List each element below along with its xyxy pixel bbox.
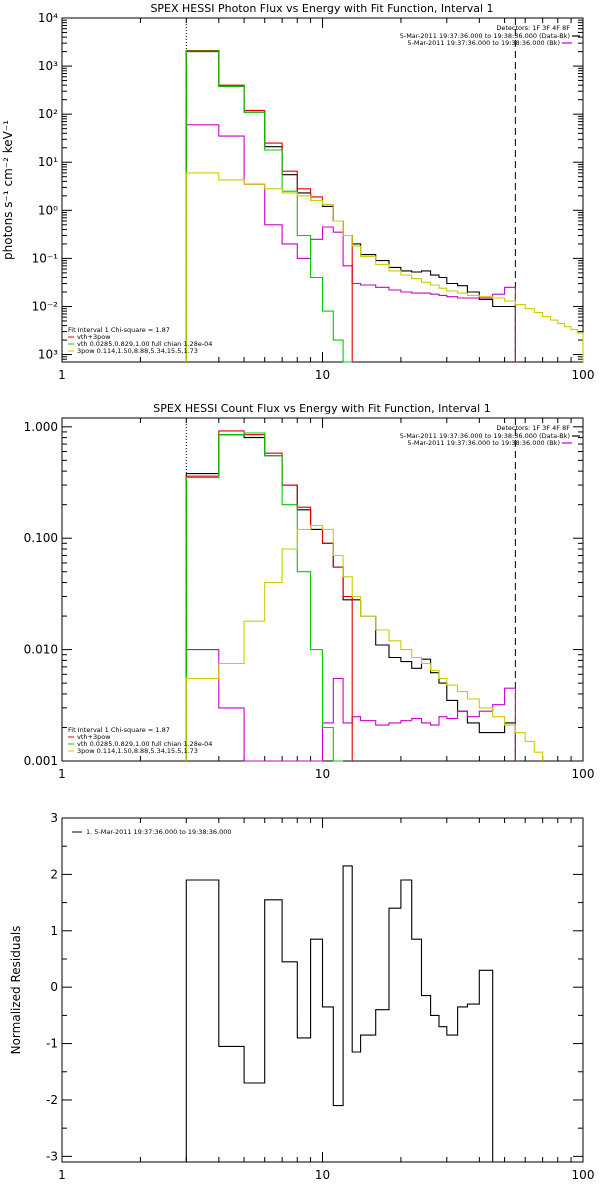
photon-series-0-line	[185, 51, 516, 362]
count-x-tick-label: 100	[572, 767, 595, 781]
count-y-tick-label: 1.000	[24, 420, 58, 434]
photon-y-tick-label: 10⁻¹	[32, 251, 59, 265]
residuals-series	[185, 865, 494, 1162]
count-x-tick-label: 10	[315, 767, 330, 781]
count-legend-bottom: Fit Interval 1 Chi-square = 1.87 vth+3po…	[68, 726, 212, 755]
count-legend-vth: vth 0.0285,0.829,1.00 full chian 1.28e-0…	[77, 740, 212, 748]
photon-x-tick-label: 100	[572, 368, 595, 382]
count-series-0-line	[185, 434, 516, 761]
photon-x-tick-label: 1	[58, 368, 66, 382]
photon-legend-fit: Fit Interval 1 Chi-square = 1.87	[68, 326, 170, 334]
count-flux-panel: SPEX HESSI Count Flux vs Energy with Fit…	[24, 402, 595, 781]
residuals-y-tick-label: 0	[50, 980, 58, 994]
residuals-legend-label: 1. 5-Mar-2011 19:37:36.000 to 19:38:36.0…	[86, 828, 232, 836]
count-legend-top: Detectors: 1F 3F 4F 8F 5-Mar-2011 19:37:…	[400, 424, 580, 447]
photon-y-tick-label: 10⁰	[38, 203, 58, 217]
count-legend-3pow: 3pow 0.114,1.50,8.88,5.34,15.5,1.73	[77, 747, 198, 755]
photon-legend-detectors: Detectors: 1F 3F 4F 8F	[496, 24, 570, 32]
photon-series-3-line	[185, 50, 353, 363]
residuals-y-axis-label: Normalized Residuals	[9, 926, 23, 1055]
photon-y-tick-label: 10³	[38, 59, 58, 73]
photon-legend-bk: 5-Mar-2011 19:37:36.000 to 19:38:36.000 …	[407, 39, 560, 47]
count-series-1-line	[185, 649, 516, 762]
photon-y-axis-label: photons s⁻¹ cm⁻² keV⁻¹	[1, 120, 15, 260]
photon-legend-vth: vth 0.0285,0.829,1.00 full chian 1.28e-0…	[77, 340, 212, 348]
photon-y-tick-label: 10⁻²	[32, 299, 59, 313]
photon-legend-bottom: Fit Interval 1 Chi-square = 1.87 vth+3po…	[68, 326, 212, 355]
residuals-series-0-line	[185, 865, 494, 1162]
photon-y-tick-label: 10⁴	[38, 11, 58, 25]
count-legend-fit: Fit Interval 1 Chi-square = 1.87	[68, 726, 170, 734]
photon-x-tick-label: 10	[315, 368, 330, 382]
count-series-4-line	[185, 524, 544, 761]
residuals-y-tick-label: -3	[46, 1149, 58, 1163]
photon-panel-title: SPEX HESSI Photon Flux vs Energy with Fi…	[150, 2, 493, 15]
photon-y-tick-label: 10³	[38, 348, 58, 362]
count-legend-detectors: Detectors: 1F 3F 4F 8F	[496, 424, 570, 432]
photon-legend-3pow: 3pow 0.114,1.50,8.88,5.34,15.5,1.73	[77, 347, 198, 355]
count-series-3-line	[185, 432, 344, 762]
photon-legend-data-bk: 5-Mar-2011 19:37:36.000 to 19:38:36.000 …	[400, 32, 570, 40]
count-axes: 1 10 100 0.001 0.010 0.100 1.000	[24, 418, 595, 781]
count-y-tick-label: 0.001	[24, 754, 58, 768]
photon-legend-vth3pow: vth+3pow	[77, 333, 111, 341]
photon-series-4-line	[185, 172, 584, 362]
photon-flux-panel: SPEX HESSI Photon Flux vs Energy with Fi…	[1, 2, 594, 382]
residuals-y-tick-label: -1	[46, 1037, 58, 1051]
count-y-tick-label: 0.010	[24, 643, 58, 657]
residuals-x-tick-label: 100	[572, 1168, 595, 1182]
residuals-y-tick-label: -2	[46, 1093, 58, 1107]
count-series-2-line	[185, 430, 353, 761]
residuals-y-tick-label: 1	[50, 924, 58, 938]
count-y-tick-label: 0.100	[24, 531, 58, 545]
residuals-y-tick-label: 3	[50, 811, 58, 825]
photon-legend-top: Detectors: 1F 3F 4F 8F 5-Mar-2011 19:37:…	[400, 24, 580, 47]
count-legend-bk: 5-Mar-2011 19:37:36.000 to 19:38:36.000 …	[407, 439, 560, 447]
residuals-y-tick-label: 2	[50, 867, 58, 881]
count-series	[185, 430, 544, 762]
photon-y-tick-label: 10¹	[38, 155, 58, 169]
residuals-x-tick-label: 1	[58, 1168, 66, 1182]
count-legend-data-bk: 5-Mar-2011 19:37:36.000 to 19:38:36.000 …	[400, 432, 570, 440]
count-x-tick-label: 1	[58, 767, 66, 781]
photon-series	[185, 50, 584, 363]
count-panel-title: SPEX HESSI Count Flux vs Energy with Fit…	[153, 402, 490, 415]
count-legend-vth3pow: vth+3pow	[77, 733, 111, 741]
residuals-x-tick-label: 10	[315, 1168, 330, 1182]
photon-series-1-line	[185, 124, 516, 362]
photon-y-tick-label: 10²	[38, 107, 58, 121]
